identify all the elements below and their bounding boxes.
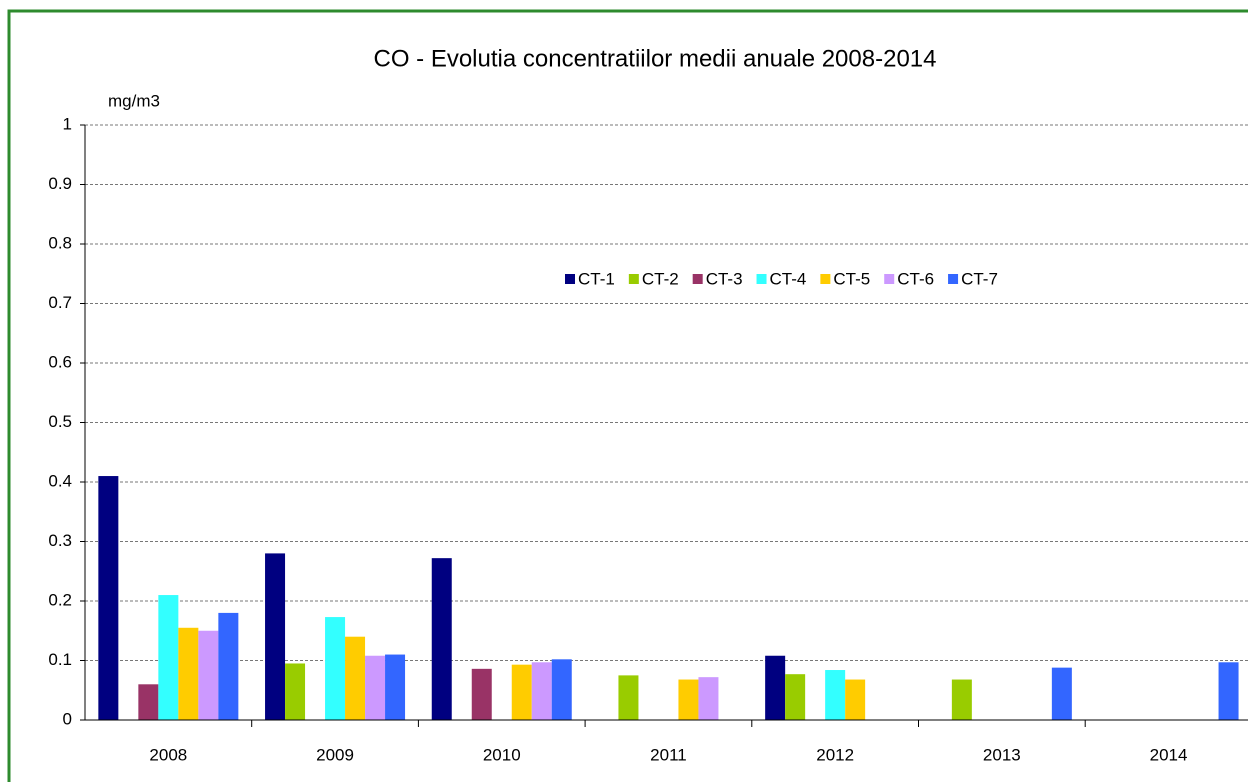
legend-label: CT-1	[578, 269, 615, 288]
legend-swatch	[948, 274, 959, 284]
bar	[138, 684, 159, 720]
bar	[531, 662, 552, 720]
bar	[365, 655, 386, 720]
legend-label: CT-7	[961, 269, 998, 288]
bar	[471, 668, 492, 720]
bar	[551, 659, 572, 720]
y-axis-label: mg/m3	[108, 91, 160, 110]
bar	[511, 664, 532, 720]
y-tick-label: 0.3	[48, 531, 72, 550]
bar	[618, 675, 639, 720]
x-tick-label: 2008	[149, 745, 187, 764]
x-tick-label: 2013	[983, 745, 1021, 764]
bar	[431, 558, 452, 720]
y-tick-label: 0.6	[48, 352, 72, 371]
bar	[285, 663, 306, 720]
y-tick-label: 0.1	[48, 650, 72, 669]
bar	[265, 553, 286, 720]
y-tick-label: 0.7	[48, 293, 72, 312]
legend-swatch	[692, 274, 703, 284]
legend-label: CT-3	[706, 269, 743, 288]
x-tick-label: 2011	[650, 745, 687, 764]
bar	[178, 627, 199, 720]
bar	[218, 612, 239, 720]
y-tick-label: 0.4	[48, 471, 72, 490]
bar	[198, 630, 219, 720]
legend-label: CT-6	[897, 269, 934, 288]
bar	[325, 617, 346, 720]
bar	[951, 679, 972, 720]
bar	[698, 677, 719, 720]
bar	[158, 595, 179, 720]
legend-swatch	[565, 274, 575, 284]
bar	[385, 654, 406, 720]
y-tick-label: 0	[63, 709, 72, 728]
bar	[845, 679, 866, 720]
x-tick-label: 2014	[1150, 745, 1188, 764]
y-tick-label: 0.2	[48, 590, 72, 609]
x-tick-label: 2010	[483, 745, 521, 764]
x-tick-label: 2012	[816, 745, 854, 764]
bar	[1051, 667, 1072, 720]
legend-swatch	[756, 274, 767, 284]
legend-label: CT-2	[642, 269, 679, 288]
bar	[98, 476, 119, 720]
legend-label: CT-4	[770, 269, 807, 288]
y-tick-label: 0.8	[48, 233, 72, 252]
chart-title: CO - Evolutia concentratiilor medii anua…	[374, 45, 937, 72]
y-tick-label: 0.5	[48, 412, 72, 431]
bar	[825, 670, 846, 720]
legend-swatch	[628, 274, 639, 284]
legend-swatch	[820, 274, 831, 284]
bar	[1218, 662, 1239, 720]
bar	[785, 674, 806, 720]
bar	[765, 655, 786, 720]
bar	[345, 636, 366, 720]
x-tick-label: 2009	[316, 745, 354, 764]
y-tick-label: 1	[63, 114, 72, 133]
bar	[678, 679, 699, 720]
legend-swatch	[884, 274, 895, 284]
y-tick-label: 0.9	[48, 174, 72, 193]
legend-label: CT-5	[833, 269, 870, 288]
